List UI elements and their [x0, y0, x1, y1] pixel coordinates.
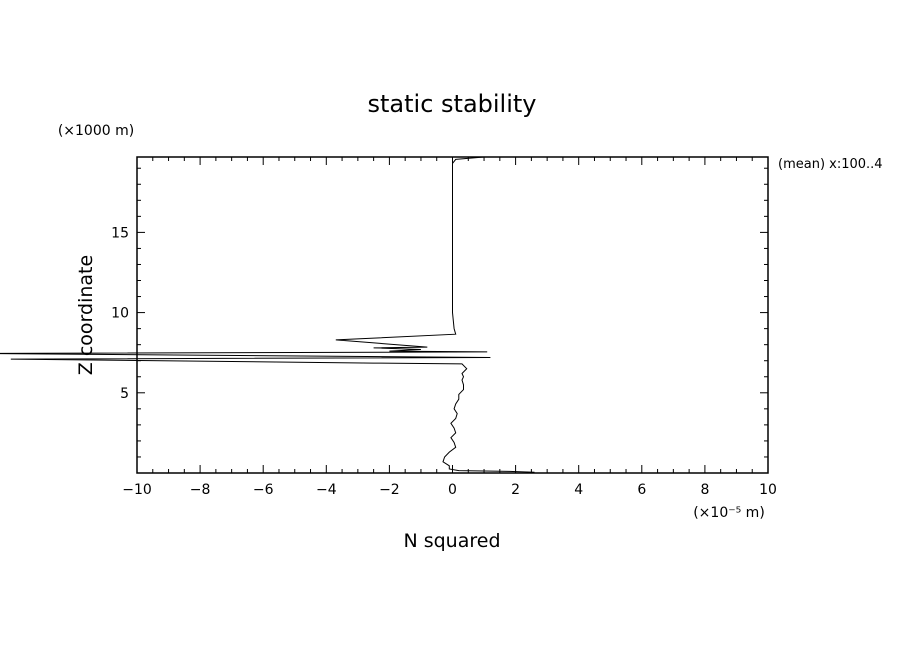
x-axis-unit: (×10⁻⁵ m) — [693, 505, 765, 521]
x-tick-label: 2 — [511, 482, 520, 498]
x-tick-label: 8 — [700, 482, 709, 498]
chart-title: static stability — [368, 90, 537, 118]
x-tick-label: 4 — [574, 482, 583, 498]
x-tick-labels: −10 −8 −6 −4 −2 0 2 4 6 8 10 — [122, 482, 777, 498]
y-axis-unit: (×1000 m) — [58, 123, 134, 139]
y-tick-label: 15 — [111, 225, 129, 241]
x-tick-label: −8 — [190, 482, 211, 498]
series-group — [0, 157, 535, 473]
y-tick-labels: 5 10 15 — [111, 225, 129, 401]
x-tick-label: −2 — [379, 482, 400, 498]
series-line — [0, 157, 535, 473]
x-tick-label: 6 — [637, 482, 646, 498]
x-tick-label: −4 — [316, 482, 337, 498]
y-axis-label: Z coordinate — [75, 255, 97, 375]
mean-annotation: (mean) x:100..4 — [778, 157, 883, 172]
x-tick-label: −6 — [253, 482, 274, 498]
x-axis-label: N squared — [403, 530, 500, 552]
y-tick-label: 5 — [120, 386, 129, 402]
x-tick-label: −10 — [122, 482, 152, 498]
x-tick-label: 0 — [448, 482, 457, 498]
y-tick-label: 10 — [111, 306, 129, 322]
plot-frame — [136, 156, 769, 474]
x-tick-label: 10 — [759, 482, 777, 498]
